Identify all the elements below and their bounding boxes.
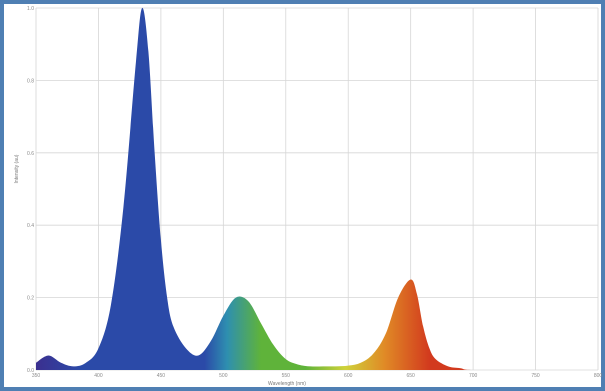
spectrum-area <box>36 7 598 371</box>
x-tick-label: 500 <box>219 373 228 379</box>
x-axis-label: Wavelength (nm) <box>268 381 306 387</box>
y-tick-label: 0.6 <box>27 151 34 157</box>
y-tick-label: 0.8 <box>27 78 34 84</box>
x-tick-labels: 350 400 450 500 550 600 650 700 750 800 <box>32 373 603 379</box>
x-tick-label: 600 <box>344 373 353 379</box>
x-tick-label: 750 <box>531 373 540 379</box>
y-tick-labels: 0.0 0.2 0.4 0.6 0.8 1.0 <box>27 6 34 374</box>
x-tick-label: 700 <box>469 373 478 379</box>
spectrum-area-layer <box>36 7 598 371</box>
x-tick-label: 400 <box>94 373 103 379</box>
y-tick-label: 0.4 <box>27 223 34 229</box>
x-tick-label: 450 <box>157 373 166 379</box>
x-tick-label: 350 <box>32 373 41 379</box>
x-tick-label: 650 <box>406 373 415 379</box>
y-tick-label: 0.2 <box>27 296 34 302</box>
y-axis-label: Intensity (au) <box>14 154 20 183</box>
x-tick-label: 800 <box>594 373 603 379</box>
y-tick-label: 1.0 <box>27 6 34 12</box>
y-tick-label: 0.0 <box>27 368 34 374</box>
x-tick-label: 550 <box>282 373 291 379</box>
